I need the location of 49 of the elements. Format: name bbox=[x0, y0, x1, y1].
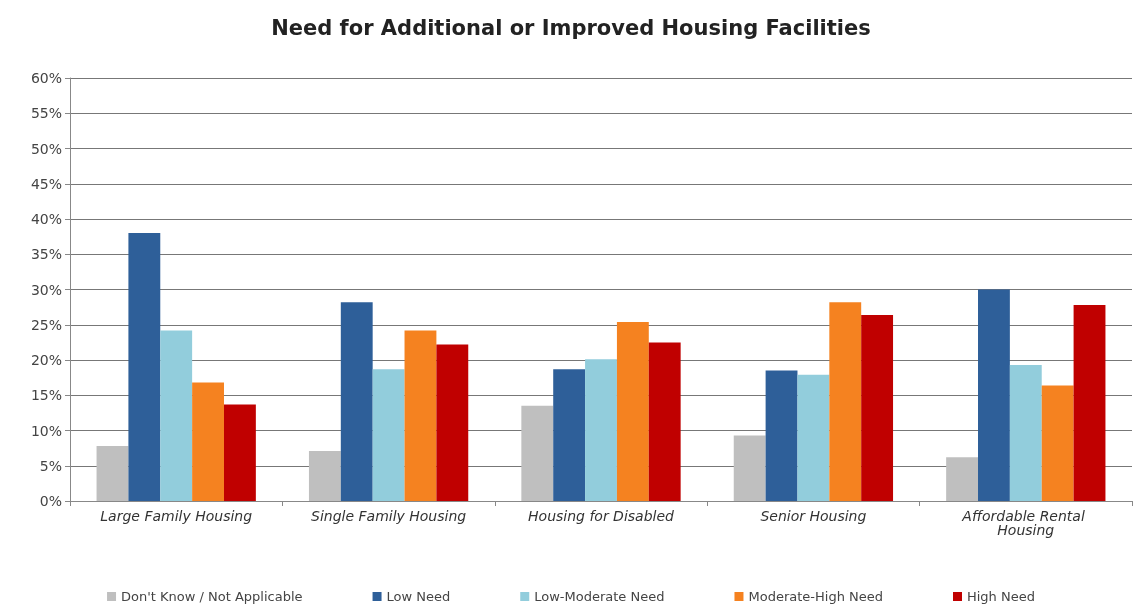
bar bbox=[946, 457, 979, 501]
y-tick-label: 25% bbox=[30, 316, 62, 333]
bar bbox=[1041, 385, 1074, 501]
y-tick-label: 40% bbox=[30, 211, 62, 227]
bar bbox=[308, 450, 341, 501]
bar bbox=[128, 233, 161, 501]
y-tick-label: 15% bbox=[30, 387, 62, 404]
x-tick-label: Affordable Rental Housing bbox=[961, 508, 1090, 538]
y-tick-label: 45% bbox=[30, 175, 62, 192]
bar bbox=[616, 321, 649, 501]
x-tick-label: Single Family Housing bbox=[311, 508, 467, 524]
y-tick-label: 35% bbox=[30, 246, 62, 263]
bar bbox=[1009, 364, 1042, 501]
bar bbox=[436, 344, 469, 501]
bar bbox=[861, 314, 894, 501]
x-tick-label: Senior Housing bbox=[760, 508, 867, 524]
bar bbox=[160, 330, 193, 501]
bar bbox=[223, 404, 256, 501]
legend-label: High Need bbox=[966, 589, 1035, 604]
bar bbox=[404, 330, 437, 501]
bar bbox=[797, 374, 830, 501]
bar bbox=[978, 289, 1010, 501]
legend-label: Moderate-High Need bbox=[748, 589, 883, 604]
bar bbox=[648, 342, 681, 501]
bar bbox=[96, 446, 129, 501]
bar bbox=[829, 302, 862, 501]
bar bbox=[765, 370, 798, 501]
bar bbox=[192, 382, 224, 501]
y-tick-label: 20% bbox=[30, 352, 62, 368]
bar bbox=[372, 369, 405, 501]
bar bbox=[340, 302, 373, 501]
x-tick-label: Housing for Disabled bbox=[528, 508, 675, 524]
y-tick-label: 0% bbox=[39, 493, 62, 509]
bar bbox=[585, 359, 617, 501]
legend-label: Don't Know / Not Applicable bbox=[121, 589, 303, 604]
legend-label: Low-Moderate Need bbox=[534, 589, 665, 604]
y-tick-label: 55% bbox=[30, 105, 62, 122]
y-tick-label: 50% bbox=[30, 140, 62, 157]
x-tick-label: Large Family Housing bbox=[100, 508, 253, 524]
y-tick-label: 5% bbox=[39, 457, 62, 474]
chart-title: Need for Additional or Improved Housing Facilities bbox=[271, 15, 871, 40]
y-tick-label: 30% bbox=[30, 281, 62, 298]
bar bbox=[733, 435, 766, 501]
y-tick-label: 60% bbox=[30, 70, 62, 86]
bar bbox=[553, 369, 586, 501]
bar bbox=[521, 405, 554, 501]
bar bbox=[1073, 305, 1106, 501]
y-tick-label: 10% bbox=[30, 422, 62, 439]
legend-label: Low Need bbox=[386, 589, 451, 604]
